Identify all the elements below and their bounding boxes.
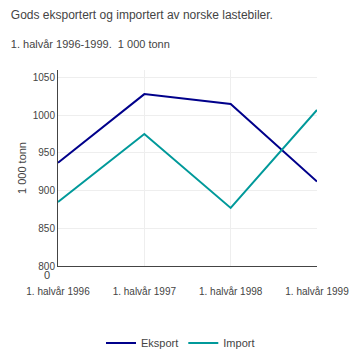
svg-text:1050: 1050 — [33, 72, 56, 83]
svg-text:800: 800 — [38, 261, 55, 272]
svg-text:1000: 1000 — [33, 110, 56, 121]
svg-text:1. halvår 1996: 1. halvår 1996 — [26, 286, 90, 297]
svg-text:950: 950 — [38, 147, 55, 158]
svg-text:Gods eksportert og importert a: Gods eksportert og importert av norske l… — [11, 8, 273, 22]
svg-text:Eksport: Eksport — [141, 337, 178, 349]
svg-text:1 000 tonn: 1 000 tonn — [16, 142, 28, 194]
svg-text:Import: Import — [223, 337, 254, 349]
svg-text:850: 850 — [38, 223, 55, 234]
svg-text:1. halvår 1997: 1. halvår 1997 — [113, 286, 177, 297]
svg-text:1. halvår 1999: 1. halvår 1999 — [285, 286, 349, 297]
svg-text:1. halvår 1996-1999. 1 000 to: 1. halvår 1996-1999. 1 000 tonn — [11, 38, 170, 50]
svg-text:0: 0 — [44, 269, 50, 281]
svg-text:1. halvår 1998: 1. halvår 1998 — [199, 286, 263, 297]
svg-text:900: 900 — [38, 185, 55, 196]
